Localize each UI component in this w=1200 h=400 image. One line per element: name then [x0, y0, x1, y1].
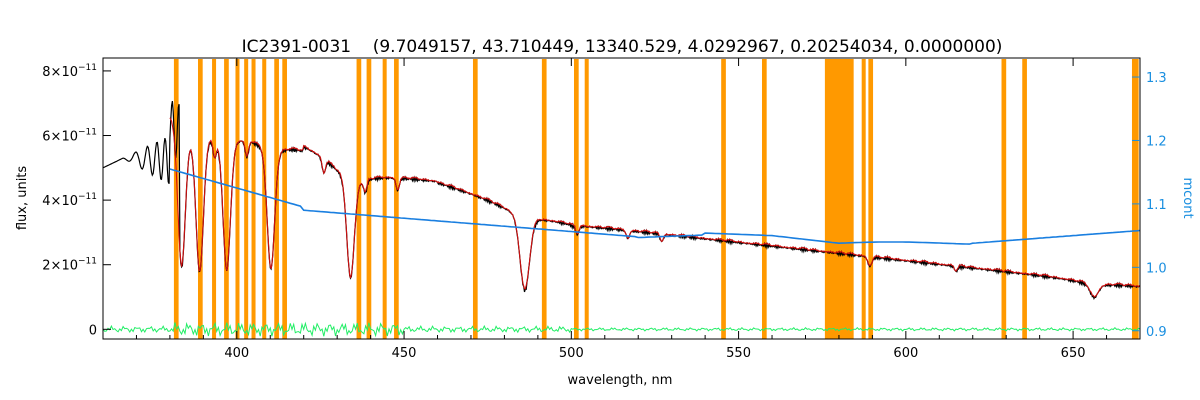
masked-band-19	[761, 59, 767, 339]
series-layer	[102, 100, 1141, 338]
masked-band-24	[1022, 59, 1027, 339]
masked-band-23	[1001, 59, 1007, 339]
masked-band-18	[721, 59, 726, 339]
plot-frame	[102, 57, 1141, 340]
residual-line	[102, 321, 1141, 338]
y-tick-label-1: 2×10−11	[42, 257, 97, 274]
y2-tick-label-3: 1.2	[1146, 134, 1167, 149]
masked-band-2	[212, 59, 217, 339]
masked-band-12	[382, 59, 387, 339]
x-tick-label-450: 450	[392, 346, 417, 361]
masked-band-17	[584, 59, 589, 339]
y-tick-label-0: 0	[89, 323, 97, 338]
y-tick-label-4: 8×10−11	[42, 63, 97, 80]
y-axis-label: flux, units	[15, 166, 30, 231]
y2-tick-label-0: 0.9	[1146, 325, 1167, 340]
masked-band-3	[224, 59, 229, 339]
masked-band-20	[824, 59, 854, 339]
masked-band-13	[394, 59, 399, 339]
masked-band-14	[472, 59, 478, 339]
masked-band-25	[1131, 59, 1139, 339]
masked-band-1	[198, 59, 203, 339]
masked-band-7	[262, 59, 267, 339]
model-spectrum-line	[169, 117, 1141, 298]
masked-band-6	[251, 59, 256, 339]
y-tick-label-2: 4×10−11	[42, 192, 97, 209]
x-tick-label-650: 650	[1061, 346, 1086, 361]
masked-band-15	[541, 59, 547, 339]
masked-band-16	[573, 59, 579, 339]
masked-band-22	[868, 59, 874, 339]
masked-band-11	[366, 59, 372, 339]
masked-band-5	[244, 59, 249, 339]
x-tick-label-550: 550	[726, 346, 751, 361]
masked-band-10	[356, 59, 362, 339]
masked-band-21	[861, 59, 866, 339]
x-tick-label-500: 500	[559, 346, 584, 361]
masked-band-0	[173, 59, 179, 339]
y2-tick-label-1: 1.0	[1146, 261, 1167, 276]
chart-title: IC2391-0031 (9.7049157, 43.710449, 13340…	[242, 37, 1003, 57]
masked-band-9	[282, 59, 287, 339]
y2-tick-label-2: 1.1	[1146, 198, 1167, 213]
masked-band-4	[235, 59, 240, 339]
x-tick-label-400: 400	[224, 346, 249, 361]
axes: 400 450 500 550 600 650 0 2×10−11 4×10−11 6×10−11…	[42, 58, 1167, 361]
y-tick-label-3: 6×10−11	[42, 128, 97, 145]
x-tick-label-600: 600	[893, 346, 918, 361]
continuum-mcont-line	[169, 168, 1141, 245]
masked-bands	[173, 59, 1139, 339]
y2-tick-label-4: 1.3	[1146, 71, 1167, 86]
right-axis-label: mcont	[1180, 177, 1195, 218]
x-axis-label: wavelength, nm	[568, 373, 673, 388]
